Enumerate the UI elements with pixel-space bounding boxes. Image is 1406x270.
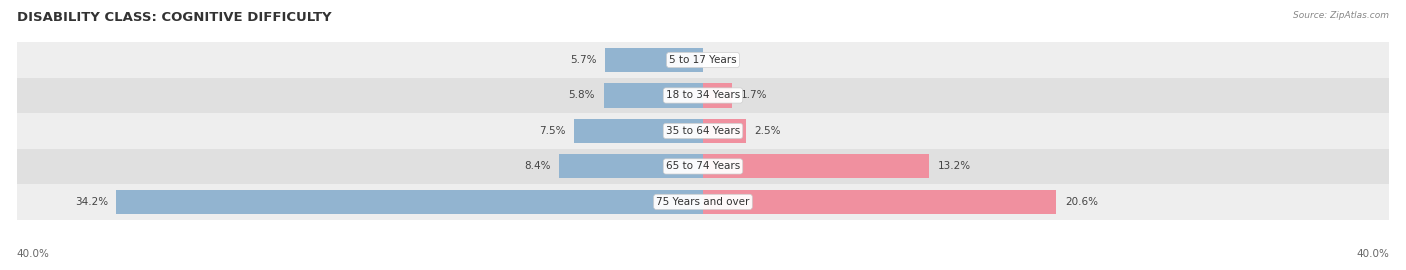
Text: 7.5%: 7.5% bbox=[540, 126, 565, 136]
Text: 5 to 17 Years: 5 to 17 Years bbox=[669, 55, 737, 65]
Text: 40.0%: 40.0% bbox=[17, 249, 49, 259]
Text: 40.0%: 40.0% bbox=[1357, 249, 1389, 259]
Text: 75 Years and over: 75 Years and over bbox=[657, 197, 749, 207]
Bar bbox=[703, 119, 745, 143]
Bar bbox=[560, 154, 703, 178]
Bar bbox=[17, 184, 1389, 220]
Bar bbox=[703, 83, 733, 107]
Bar bbox=[17, 42, 1389, 78]
Text: 34.2%: 34.2% bbox=[75, 197, 108, 207]
Bar bbox=[17, 149, 1389, 184]
Text: 5.8%: 5.8% bbox=[568, 90, 595, 100]
Text: Source: ZipAtlas.com: Source: ZipAtlas.com bbox=[1294, 11, 1389, 20]
Text: 20.6%: 20.6% bbox=[1064, 197, 1098, 207]
Bar bbox=[603, 83, 703, 107]
Bar bbox=[605, 48, 703, 72]
Text: 18 to 34 Years: 18 to 34 Years bbox=[666, 90, 740, 100]
Text: 0.0%: 0.0% bbox=[711, 55, 738, 65]
Text: 35 to 64 Years: 35 to 64 Years bbox=[666, 126, 740, 136]
Bar bbox=[17, 78, 1389, 113]
Text: 65 to 74 Years: 65 to 74 Years bbox=[666, 161, 740, 171]
Bar bbox=[703, 190, 1056, 214]
Text: DISABILITY CLASS: COGNITIVE DIFFICULTY: DISABILITY CLASS: COGNITIVE DIFFICULTY bbox=[17, 11, 332, 24]
Text: 2.5%: 2.5% bbox=[755, 126, 780, 136]
Bar bbox=[17, 113, 1389, 149]
Bar bbox=[574, 119, 703, 143]
Text: 5.7%: 5.7% bbox=[571, 55, 596, 65]
Text: 13.2%: 13.2% bbox=[938, 161, 972, 171]
Text: 8.4%: 8.4% bbox=[524, 161, 550, 171]
Text: 1.7%: 1.7% bbox=[741, 90, 768, 100]
Bar bbox=[703, 154, 929, 178]
Bar bbox=[117, 190, 703, 214]
